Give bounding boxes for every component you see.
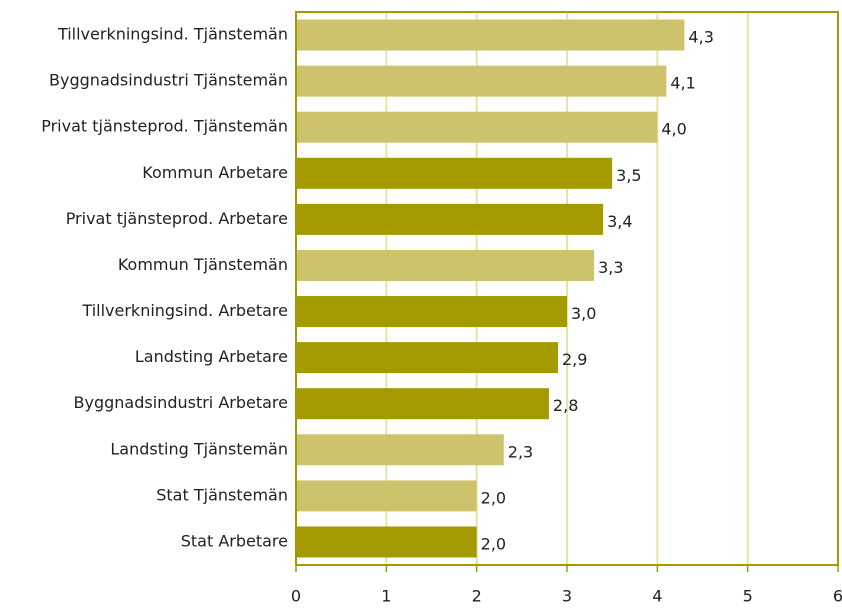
- bar: [296, 19, 685, 51]
- value-label: 2,8: [553, 396, 578, 415]
- value-label: 3,5: [616, 166, 641, 185]
- y-tick-label: Tillverkningsind. Arbetare: [81, 301, 288, 320]
- y-tick-label: Landsting Tjänstemän: [110, 439, 288, 458]
- value-label: 4,1: [670, 74, 695, 93]
- value-label: 2,3: [508, 442, 533, 461]
- x-tick-label: 0: [291, 587, 301, 606]
- value-label: 2,9: [562, 350, 587, 369]
- y-tick-label: Privat tjänsteprod. Tjänstemän: [41, 117, 288, 136]
- y-tick-label: Byggnadsindustri Tjänstemän: [49, 71, 288, 90]
- y-tick-label: Privat tjänsteprod. Arbetare: [66, 209, 288, 228]
- value-label: 4,3: [688, 28, 713, 47]
- value-label: 2,0: [481, 534, 506, 553]
- x-tick-label: 5: [743, 587, 753, 606]
- y-tick-label: Stat Tjänstemän: [156, 485, 288, 504]
- x-tick-label: 6: [833, 587, 842, 606]
- y-tick-label: Landsting Arbetare: [135, 347, 288, 366]
- bar: [296, 65, 667, 97]
- bar: [296, 342, 558, 374]
- bar: [296, 203, 604, 235]
- value-label: 3,0: [571, 304, 596, 323]
- y-tick-label: Byggnadsindustri Arbetare: [74, 393, 288, 412]
- bar: [296, 296, 567, 328]
- x-tick-label: 2: [472, 587, 482, 606]
- y-tick-label: Kommun Tjänstemän: [118, 255, 288, 274]
- plot-border: [295, 11, 839, 566]
- bar: [296, 249, 595, 281]
- bar: [296, 111, 658, 143]
- bar: [296, 434, 504, 466]
- x-tick-label: 1: [381, 587, 391, 606]
- y-tick-label: Kommun Arbetare: [142, 163, 288, 182]
- value-label: 3,4: [607, 212, 632, 231]
- bar: [296, 480, 477, 512]
- x-tick-label: 4: [652, 587, 662, 606]
- value-label: 2,0: [481, 488, 506, 507]
- bar: [296, 526, 477, 558]
- y-tick-label: Tillverkningsind. Tjänstemän: [57, 25, 288, 44]
- x-tick-label: 3: [562, 587, 572, 606]
- bar: [296, 388, 549, 420]
- value-label: 3,3: [598, 258, 623, 277]
- value-label: 4,0: [661, 120, 686, 139]
- y-tick-label: Stat Arbetare: [181, 531, 288, 550]
- bar: [296, 157, 613, 189]
